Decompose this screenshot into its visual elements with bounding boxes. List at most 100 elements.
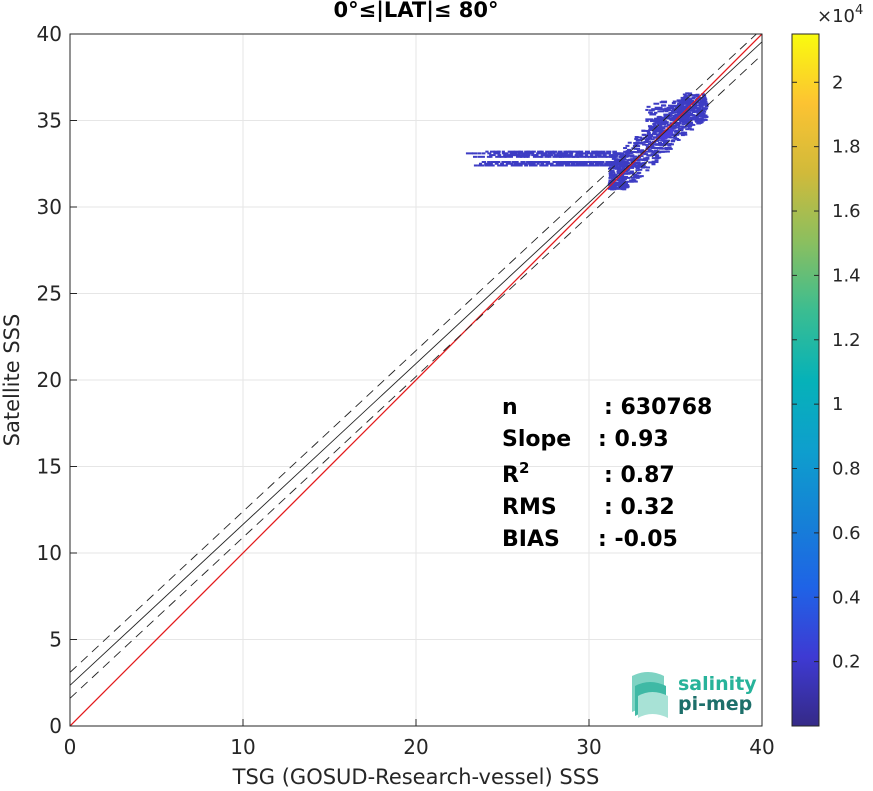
density-cell (577, 162, 584, 165)
colorbar-scale-label: ×104 (817, 3, 863, 27)
density-cell (477, 155, 482, 158)
stat-label: n (502, 395, 518, 420)
stat-value: : 0.87 (604, 463, 675, 488)
y-tick-label: 30 (37, 195, 62, 219)
density-cell (663, 142, 668, 145)
density-cell (564, 154, 570, 157)
density-cell (608, 179, 613, 182)
density-cell (602, 152, 609, 155)
density-cell (635, 174, 640, 177)
density-cell (638, 168, 643, 171)
density-cell (699, 105, 704, 108)
density-cell (527, 162, 534, 165)
density-cell (689, 103, 697, 106)
stat-label: BIAS (502, 527, 560, 552)
density-cell (644, 153, 649, 156)
density-cell (686, 100, 691, 103)
density-cell (520, 161, 526, 164)
salinity-wave-icon (632, 672, 668, 718)
density-cell (649, 133, 654, 136)
density-cell (626, 150, 631, 153)
density-cell (582, 164, 586, 167)
density-cell (635, 141, 640, 144)
density-cell (549, 150, 555, 153)
density-cell (523, 155, 529, 158)
density-cell (629, 179, 634, 182)
density-cell (629, 180, 634, 183)
logo-line-1: salinity (678, 673, 757, 695)
density-cell (573, 150, 580, 153)
density-cell (615, 181, 620, 184)
density-cell (622, 183, 627, 186)
density-cell (524, 162, 528, 165)
density-cell (513, 164, 520, 167)
density-cell (605, 161, 612, 164)
density-cell (620, 180, 625, 183)
density-cell (654, 106, 663, 109)
density-cell (566, 161, 572, 164)
density-cell (611, 185, 616, 188)
density-cell (626, 176, 631, 179)
density-cell (618, 170, 623, 173)
density-cell (602, 164, 609, 167)
density-cell (636, 145, 641, 148)
density-cell (608, 173, 613, 176)
density-cell (611, 166, 616, 169)
y-axis-label: Satellite SSS (0, 314, 24, 447)
density-cell (660, 131, 665, 134)
density-cell (685, 128, 690, 131)
density-cell (501, 161, 507, 164)
density-cell (619, 162, 624, 165)
density-cell (650, 145, 655, 148)
density-cell (685, 125, 690, 128)
density-cell (679, 110, 686, 113)
density-cell (656, 128, 661, 131)
density-cell (516, 162, 520, 165)
density-cell (698, 103, 705, 106)
density-cell (584, 150, 590, 153)
density-cell (686, 121, 694, 124)
density-cell (623, 150, 628, 153)
colorbar-tick-label: 1.6 (832, 201, 861, 222)
density-cell (685, 92, 690, 95)
density-cell (625, 144, 630, 147)
density-cell (500, 162, 505, 165)
density-cell (671, 133, 676, 136)
density-cell (618, 175, 623, 178)
density-cell (651, 163, 656, 166)
density-cell (656, 116, 662, 119)
density-cell (639, 151, 644, 154)
density-cell (609, 186, 614, 189)
density-cell (621, 167, 626, 170)
density-cell (489, 162, 493, 165)
density-cell (559, 155, 564, 158)
density-cell (664, 148, 669, 151)
density-cell (658, 141, 663, 144)
density-cell (651, 108, 656, 111)
density-cell (625, 180, 630, 183)
density-cell (654, 121, 663, 124)
density-cell (520, 155, 526, 158)
x-tick-label: 0 (64, 735, 77, 759)
density-cell (617, 169, 622, 172)
density-cell (627, 141, 632, 144)
density-cell (645, 129, 650, 132)
density-cell (629, 155, 634, 158)
density-cell (509, 152, 515, 155)
density-cell (622, 178, 627, 181)
density-cell (665, 109, 670, 112)
density-cell (634, 137, 639, 140)
density-cell (465, 152, 473, 155)
density-cell (676, 138, 681, 141)
density-cell (678, 125, 683, 128)
density-cell (630, 176, 635, 179)
density-cell (660, 150, 665, 153)
density-cell (513, 150, 521, 153)
density-cell (505, 161, 509, 164)
density-cell (494, 162, 499, 165)
density-cell (675, 126, 680, 129)
density-cell (633, 162, 638, 165)
density-cell (539, 150, 544, 153)
density-cell (701, 98, 706, 101)
